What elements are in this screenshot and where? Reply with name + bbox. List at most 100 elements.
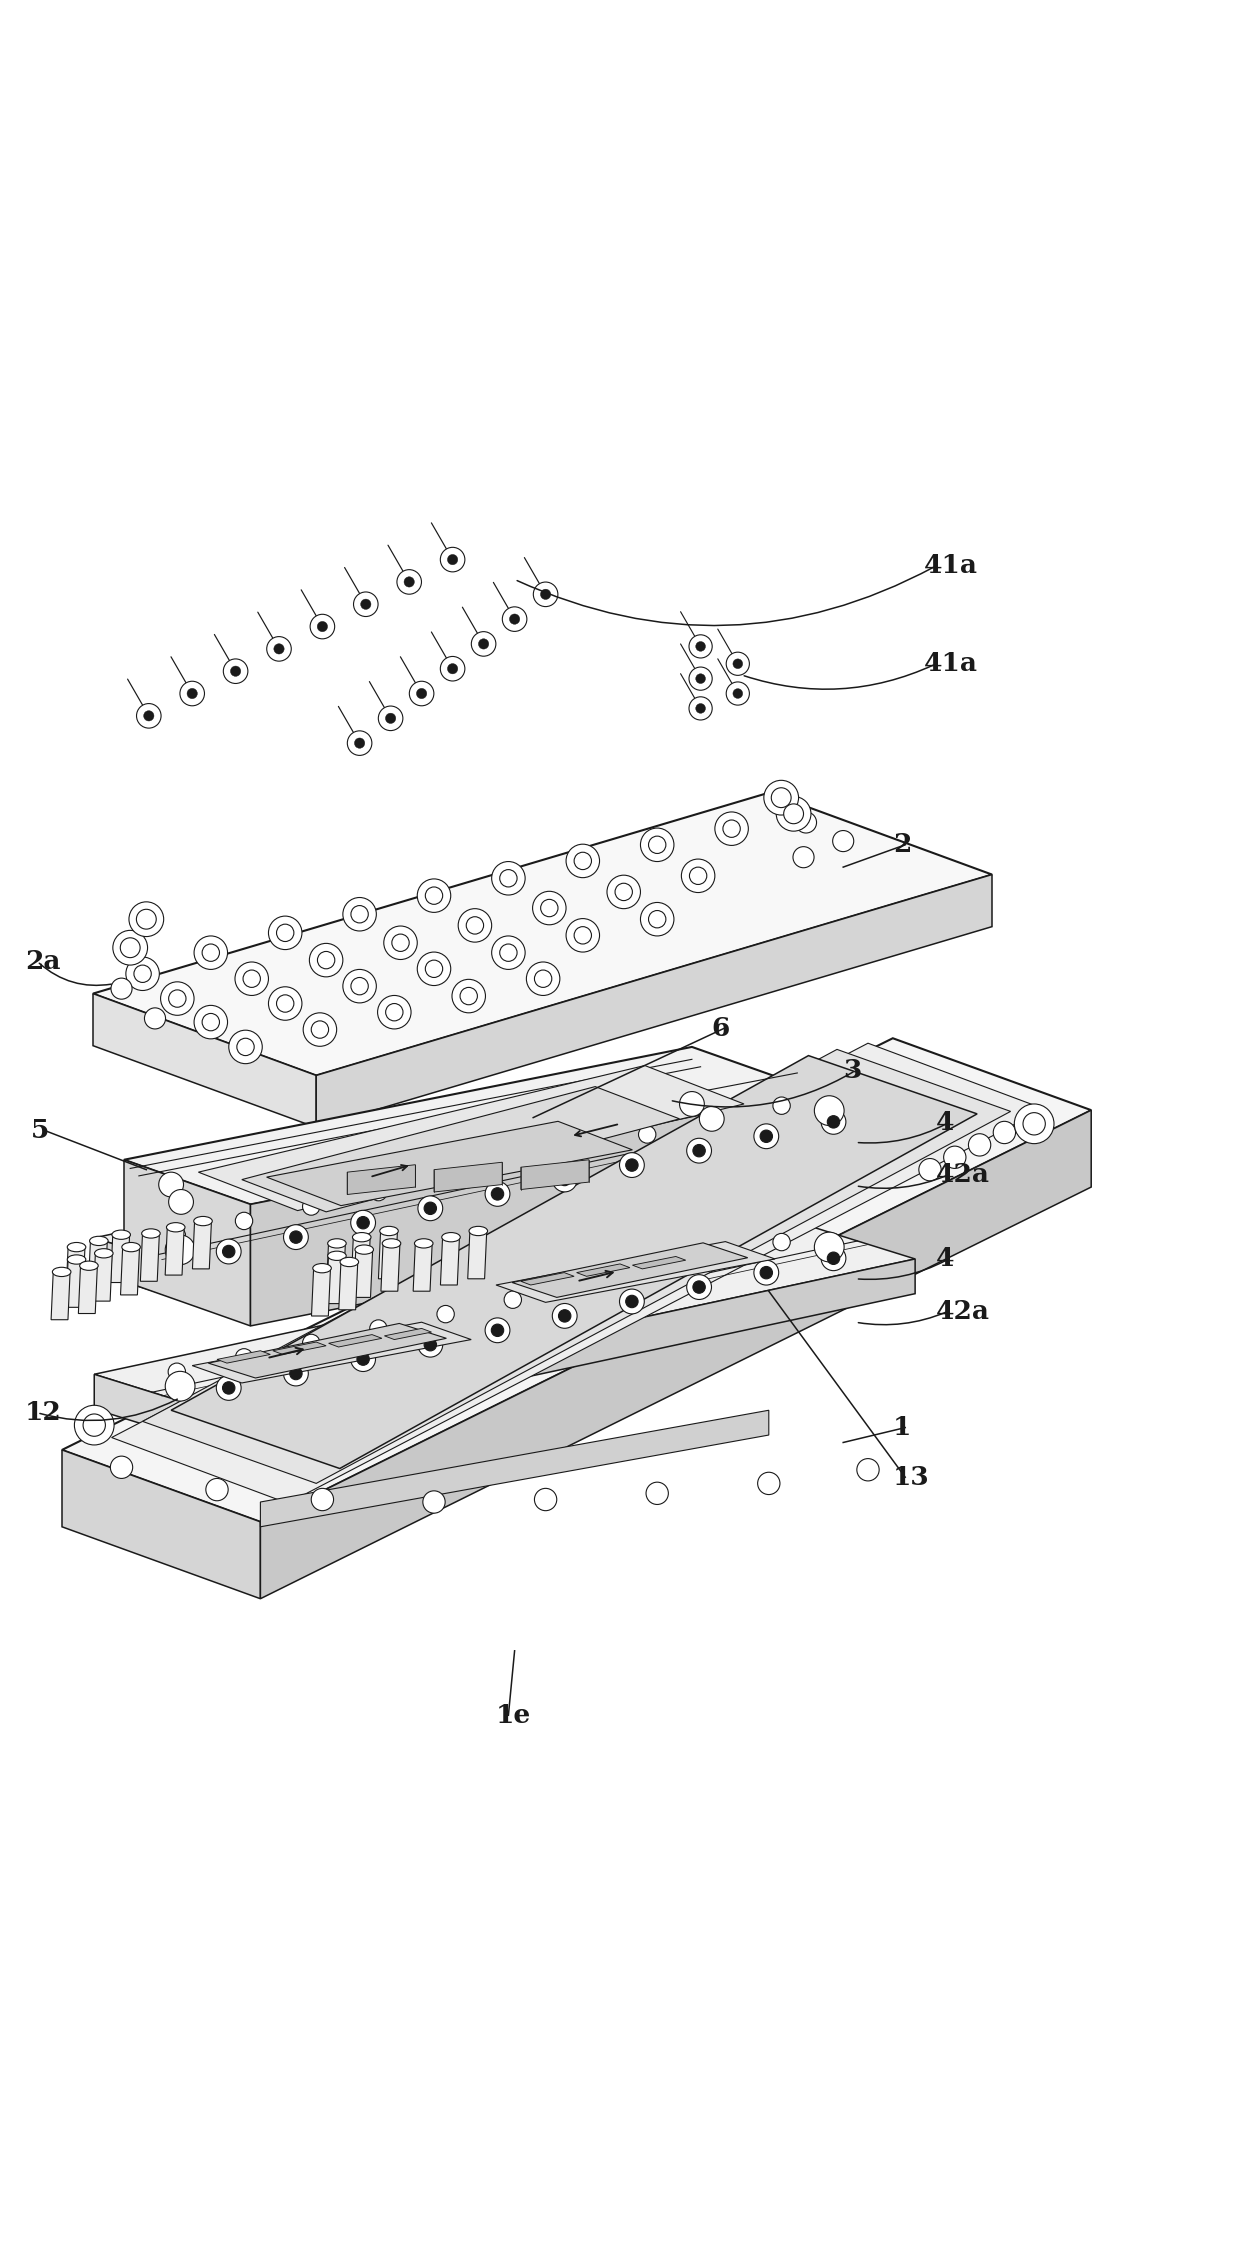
Circle shape (180, 680, 205, 705)
Circle shape (541, 899, 558, 918)
Text: 4: 4 (936, 1110, 955, 1135)
Circle shape (689, 868, 707, 884)
Text: 2: 2 (893, 832, 911, 857)
Polygon shape (339, 1261, 358, 1311)
Circle shape (169, 990, 186, 1008)
Text: 12: 12 (25, 1401, 62, 1426)
Circle shape (110, 1455, 133, 1478)
Circle shape (773, 1096, 790, 1114)
Text: 42a: 42a (936, 1300, 991, 1324)
Circle shape (268, 915, 303, 949)
Polygon shape (94, 1238, 210, 1309)
Polygon shape (198, 1064, 744, 1211)
Circle shape (558, 1173, 570, 1186)
Circle shape (361, 599, 371, 610)
Circle shape (944, 1146, 966, 1168)
Circle shape (303, 1012, 337, 1046)
Polygon shape (140, 1234, 160, 1281)
Polygon shape (192, 1220, 212, 1268)
Circle shape (534, 1489, 557, 1510)
Circle shape (193, 936, 228, 970)
Circle shape (827, 1116, 839, 1128)
Circle shape (680, 1092, 704, 1116)
Polygon shape (210, 1123, 915, 1309)
Circle shape (136, 703, 161, 728)
Circle shape (620, 1288, 645, 1313)
Polygon shape (94, 1087, 915, 1275)
Circle shape (758, 1471, 780, 1494)
Circle shape (641, 902, 675, 936)
Circle shape (310, 942, 342, 976)
Polygon shape (210, 1259, 915, 1444)
Ellipse shape (352, 1232, 371, 1241)
Circle shape (760, 1130, 773, 1144)
Circle shape (491, 1324, 503, 1336)
Circle shape (681, 859, 714, 893)
Polygon shape (242, 1087, 680, 1211)
Polygon shape (124, 1046, 818, 1205)
Circle shape (436, 1168, 454, 1186)
Circle shape (440, 547, 465, 572)
Text: 1e: 1e (496, 1702, 531, 1729)
Polygon shape (217, 1351, 270, 1363)
Circle shape (641, 827, 675, 861)
Circle shape (417, 879, 451, 913)
Circle shape (347, 730, 372, 755)
Circle shape (815, 1096, 844, 1125)
Circle shape (754, 1261, 779, 1286)
Circle shape (378, 705, 403, 730)
Circle shape (533, 890, 567, 924)
Circle shape (206, 1478, 228, 1501)
Circle shape (355, 739, 365, 748)
Ellipse shape (327, 1238, 346, 1248)
Circle shape (485, 1318, 510, 1342)
Circle shape (696, 703, 706, 714)
Circle shape (169, 1363, 186, 1381)
Circle shape (417, 689, 427, 698)
Circle shape (696, 673, 706, 683)
Circle shape (342, 897, 377, 931)
Circle shape (425, 886, 443, 904)
Circle shape (409, 680, 434, 705)
Ellipse shape (122, 1243, 140, 1252)
Circle shape (620, 1153, 645, 1177)
Circle shape (451, 979, 486, 1012)
Circle shape (134, 965, 151, 983)
Circle shape (649, 836, 666, 854)
Polygon shape (94, 1223, 915, 1410)
Circle shape (696, 642, 706, 651)
Polygon shape (112, 1044, 1044, 1503)
Circle shape (222, 1245, 234, 1259)
Circle shape (460, 988, 477, 1006)
Circle shape (687, 1275, 712, 1300)
Circle shape (370, 1320, 387, 1338)
Ellipse shape (67, 1254, 86, 1263)
Polygon shape (467, 1232, 487, 1279)
Circle shape (303, 1198, 320, 1216)
Circle shape (357, 1354, 370, 1365)
Polygon shape (94, 1374, 210, 1444)
Circle shape (136, 909, 156, 929)
Circle shape (727, 683, 749, 705)
Circle shape (833, 829, 853, 852)
Circle shape (223, 660, 248, 683)
Circle shape (342, 970, 377, 1003)
Polygon shape (351, 1236, 371, 1286)
Circle shape (425, 960, 443, 979)
Circle shape (727, 653, 749, 676)
Polygon shape (66, 1259, 86, 1306)
Circle shape (502, 608, 527, 631)
Circle shape (827, 1252, 839, 1263)
Circle shape (228, 1031, 263, 1064)
Polygon shape (165, 1227, 185, 1275)
Circle shape (639, 1125, 656, 1144)
Circle shape (558, 1311, 570, 1322)
Circle shape (202, 945, 219, 960)
Circle shape (526, 963, 560, 994)
Circle shape (113, 931, 148, 965)
Ellipse shape (340, 1257, 358, 1266)
Polygon shape (384, 1329, 432, 1340)
Polygon shape (577, 1263, 630, 1277)
Circle shape (418, 1333, 443, 1356)
Circle shape (160, 981, 193, 1015)
